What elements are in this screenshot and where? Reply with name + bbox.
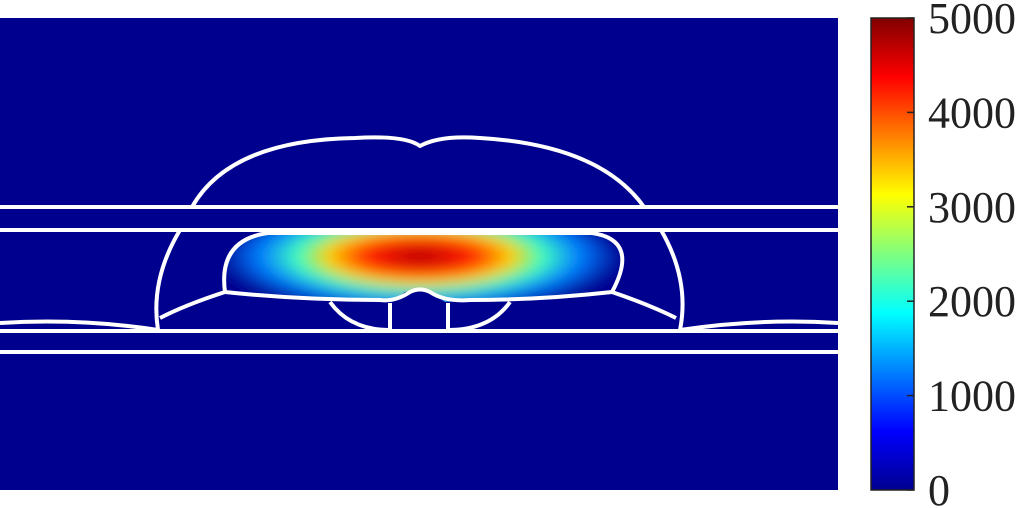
- colorbar-tick-label: 0: [928, 466, 950, 508]
- colorbar-tick-label: 5000: [928, 0, 1016, 43]
- outer-ridge-contour: [154, 228, 685, 331]
- upper-dome-contour: [190, 135, 646, 209]
- core-contour: [222, 231, 625, 303]
- colorbar-tick-label: 4000: [928, 88, 1016, 137]
- intensity-hotspot: [224, 233, 623, 302]
- right-shoulder-contour: [611, 290, 677, 320]
- left-shoulder-contour: [159, 290, 226, 320]
- pedestal-contour: [328, 300, 512, 332]
- colorbar-tick-label: 3000: [928, 183, 1016, 232]
- colorbar-ticks: 0 1000 2000 3000 4000 5000: [907, 0, 1016, 508]
- structure-contours: [0, 135, 839, 354]
- left-wing-contour: [0, 319, 159, 332]
- colorbar-tick-label: 2000: [928, 277, 1016, 326]
- colorbar-tick-label: 1000: [928, 372, 1016, 421]
- colorbar: [870, 17, 915, 491]
- right-wing-contour: [679, 319, 839, 332]
